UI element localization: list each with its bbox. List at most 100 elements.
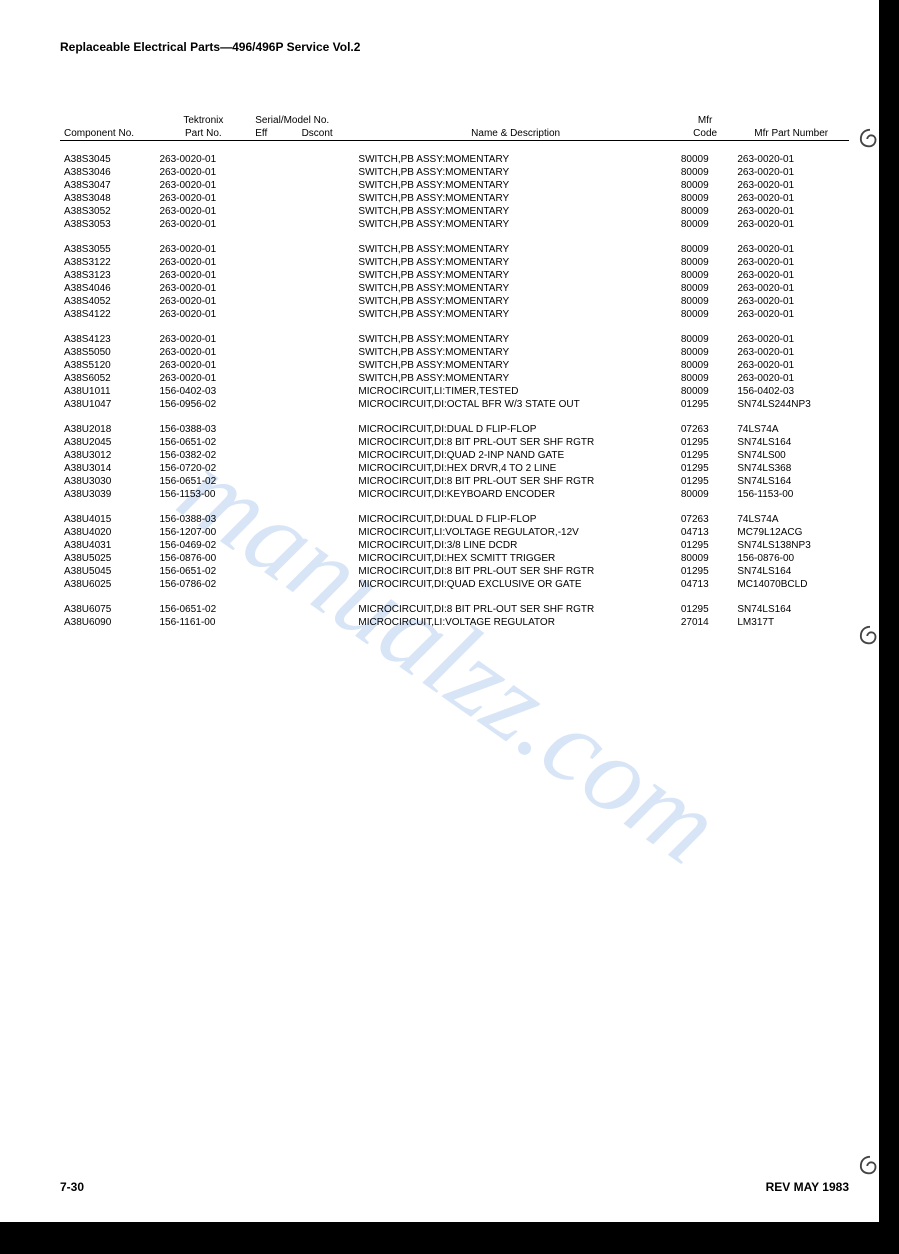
cell-eff [251,166,297,179]
cell-mfrpart: LM317T [733,616,849,629]
cell-component: A38S4052 [60,295,155,308]
cell-mfrpart: 263-0020-01 [733,295,849,308]
cell-component: A38U3014 [60,462,155,475]
cell-eff [251,578,297,591]
cell-part: 263-0020-01 [155,218,251,231]
cell-component: A38S5120 [60,359,155,372]
cell-component: A38U3039 [60,488,155,501]
cell-name: MICROCIRCUIT,LI:TIMER,TESTED [354,385,676,398]
cell-mfrpart: 74LS74A [733,513,849,526]
cell-code: 80009 [677,295,734,308]
cell-eff [251,308,297,321]
table-row: A38S6052263-0020-01SWITCH,PB ASSY:MOMENT… [60,372,849,385]
cell-name: MICROCIRCUIT,DI:8 BIT PRL-OUT SER SHF RG… [354,436,676,449]
cell-name: MICROCIRCUIT,DI:3/8 LINE DCDR [354,539,676,552]
table-row: A38S3053263-0020-01SWITCH,PB ASSY:MOMENT… [60,218,849,231]
cell-name: MICROCIRCUIT,DI:HEX DRVR,4 TO 2 LINE [354,462,676,475]
cell-eff [251,462,297,475]
cell-mfrpart: SN74LS244NP3 [733,398,849,411]
cell-dscont [298,192,355,205]
cell-name: SWITCH,PB ASSY:MOMENTARY [354,205,676,218]
cell-part: 263-0020-01 [155,153,251,166]
cell-part: 263-0020-01 [155,243,251,256]
table-row: A38U3039156-1153-00MICROCIRCUIT,DI:KEYBO… [60,488,849,501]
cell-part: 263-0020-01 [155,256,251,269]
th-mfr-top: Mfr [677,114,734,127]
cell-part: 156-0469-02 [155,539,251,552]
table-row: A38U3030156-0651-02MICROCIRCUIT,DI:8 BIT… [60,475,849,488]
table-row: A38U2018156-0388-03MICROCIRCUIT,DI:DUAL … [60,423,849,436]
cell-name: MICROCIRCUIT,DI:KEYBOARD ENCODER [354,488,676,501]
cell-dscont [298,475,355,488]
cell-mfrpart: SN74LS164 [733,603,849,616]
th-comp-top [60,114,155,127]
cell-dscont [298,256,355,269]
cell-code: 07263 [677,423,734,436]
cell-eff [251,423,297,436]
table-row: A38S4123263-0020-01SWITCH,PB ASSY:MOMENT… [60,333,849,346]
table-row: A38U4020156-1207-00MICROCIRCUIT,LI:VOLTA… [60,526,849,539]
cell-name: SWITCH,PB ASSY:MOMENTARY [354,269,676,282]
cell-name: SWITCH,PB ASSY:MOMENTARY [354,359,676,372]
table-row: A38S3048263-0020-01SWITCH,PB ASSY:MOMENT… [60,192,849,205]
cell-eff [251,359,297,372]
cell-code: 80009 [677,346,734,359]
cell-eff [251,192,297,205]
cell-name: MICROCIRCUIT,DI:DUAL D FLIP-FLOP [354,513,676,526]
cell-part: 263-0020-01 [155,333,251,346]
cell-name: SWITCH,PB ASSY:MOMENTARY [354,282,676,295]
cell-dscont [298,359,355,372]
cell-part: 263-0020-01 [155,372,251,385]
cell-component: A38U2018 [60,423,155,436]
cell-dscont [298,423,355,436]
cell-mfrpart: 263-0020-01 [733,282,849,295]
cell-part: 156-0720-02 [155,462,251,475]
th-eff: Eff [251,127,297,141]
spiral-binding-icon [859,1155,881,1177]
cell-component: A38U5025 [60,552,155,565]
cell-mfrpart: SN74LS164 [733,475,849,488]
cell-part: 156-0382-02 [155,449,251,462]
cell-part: 263-0020-01 [155,192,251,205]
cell-component: A38S3052 [60,205,155,218]
cell-dscont [298,449,355,462]
th-dscont: Dscont [298,127,355,141]
cell-eff [251,346,297,359]
cell-eff [251,513,297,526]
cell-code: 80009 [677,166,734,179]
table-row: A38U4015156-0388-03MICROCIRCUIT,DI:DUAL … [60,513,849,526]
document-title: Replaceable Electrical Parts—496/496P Se… [60,40,849,54]
cell-component: A38U4020 [60,526,155,539]
cell-component: A38U5045 [60,565,155,578]
cell-mfrpart: 156-0402-03 [733,385,849,398]
th-name: Name & Description [354,127,676,141]
cell-name: SWITCH,PB ASSY:MOMENTARY [354,179,676,192]
th-code: Code [677,127,734,141]
cell-part: 263-0020-01 [155,308,251,321]
cell-mfrpart: 263-0020-01 [733,218,849,231]
cell-eff [251,269,297,282]
cell-dscont [298,488,355,501]
parts-table-header: Tektronix Serial/Model No. Mfr Component… [60,114,849,141]
cell-component: A38S3047 [60,179,155,192]
cell-dscont [298,565,355,578]
cell-part: 156-0876-00 [155,552,251,565]
cell-code: 80009 [677,552,734,565]
cell-code: 01295 [677,449,734,462]
cell-eff [251,256,297,269]
cell-code: 80009 [677,205,734,218]
cell-code: 80009 [677,269,734,282]
cell-eff [251,603,297,616]
cell-mfrpart: 156-0876-00 [733,552,849,565]
cell-code: 04713 [677,578,734,591]
table-row [60,591,849,603]
cell-eff [251,179,297,192]
table-row [60,411,849,423]
cell-dscont [298,372,355,385]
th-name-top [354,114,676,127]
table-row: A38S4052263-0020-01SWITCH,PB ASSY:MOMENT… [60,295,849,308]
table-row: A38U3014156-0720-02 MICROCIRCUIT,DI:HEX D… [60,462,849,475]
cell-component: A38S3045 [60,153,155,166]
cell-mfrpart: 263-0020-01 [733,179,849,192]
th-mfrpart-top [733,114,849,127]
